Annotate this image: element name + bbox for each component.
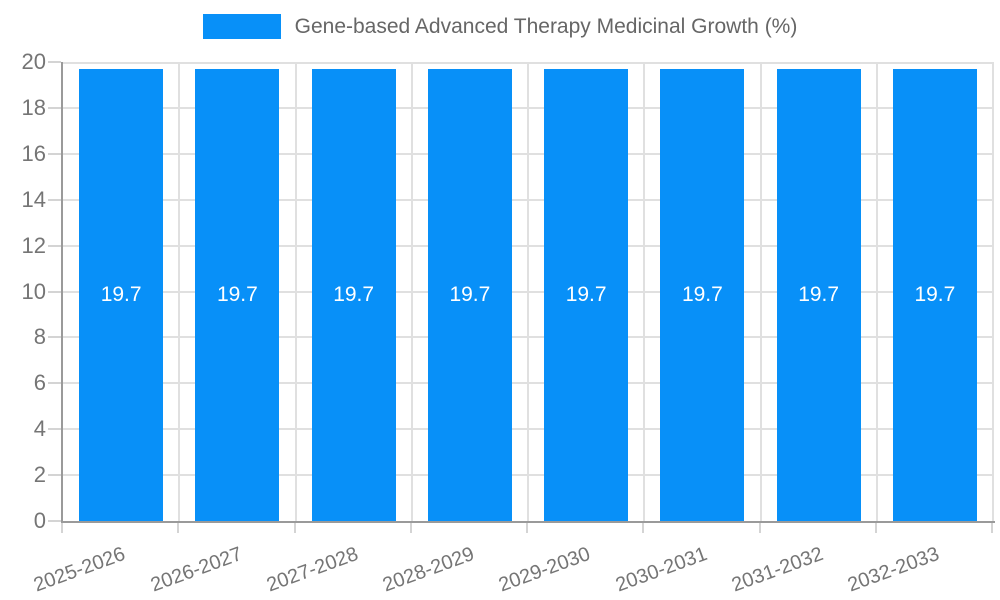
bar-value-label: 19.7 (100, 282, 142, 306)
y-tick-label: 12 (21, 232, 46, 258)
y-tick-label: 20 (21, 49, 46, 74)
gridline-vertical (643, 62, 646, 521)
y-tick-label: 18 (21, 94, 46, 120)
y-tick-mark (48, 61, 61, 63)
bar[interactable]: 19.7 (427, 68, 512, 521)
bar-column: 19.7 (761, 62, 877, 521)
bar-value-label: 19.7 (565, 282, 607, 306)
y-tick-label: 14 (21, 186, 46, 212)
bar[interactable]: 19.7 (544, 68, 629, 521)
gridline-vertical (992, 62, 994, 521)
bar-value-label: 19.7 (681, 282, 723, 306)
x-tick-label: 2026-2027 (147, 543, 245, 597)
x-tick-mark (874, 523, 877, 533)
gridline-vertical (294, 62, 297, 521)
bar[interactable]: 19.7 (892, 68, 977, 521)
gridline-vertical (875, 62, 878, 521)
bar-value-label: 19.7 (216, 282, 258, 306)
y-axis-line (61, 62, 63, 531)
x-axis-labels: 2025-2026 2026-2027 2027-2028 2028-2029 2029… (31, 521, 993, 600)
y-tick-mark (48, 336, 61, 339)
y-tick-label: 0 (33, 508, 46, 533)
x-tick-label: 2028-2029 (379, 543, 478, 597)
bar-column: 19.7 (877, 62, 993, 521)
y-tick-mark (48, 198, 61, 201)
y-tick-mark (48, 244, 61, 247)
bar-column: 19.7 (179, 62, 295, 521)
x-tick-label: 2030-2031 (612, 543, 710, 597)
bar[interactable]: 19.7 (776, 68, 861, 521)
x-axis-line (61, 521, 995, 523)
y-tick-label: 4 (33, 416, 46, 442)
x-tick-label: 2031-2032 (728, 543, 827, 597)
x-tick-mark (642, 523, 645, 533)
y-tick-mark (48, 474, 61, 477)
gridline-vertical (178, 62, 181, 521)
legend[interactable]: Gene-based Advanced Therapy Medicinal Gr… (0, 14, 1000, 39)
gridline-vertical (527, 62, 529, 521)
x-tick-mark (409, 523, 412, 533)
x-tick-mark (526, 523, 528, 533)
y-tick-label: 10 (21, 278, 46, 304)
x-tick-mark (61, 523, 63, 533)
y-tick-label: 2 (33, 462, 46, 488)
x-tick-mark (991, 523, 993, 533)
y-tick-label: 8 (33, 324, 46, 350)
bar-column: 19.7 (528, 62, 644, 521)
x-tick-label: 2029-2030 (496, 543, 594, 597)
y-axis-labels: 0 2 4 6 8 10 12 14 16 18 20 (0, 50, 48, 533)
bar-value-label: 19.7 (449, 282, 491, 306)
y-tick-label: 16 (21, 140, 46, 166)
bar-column: 19.7 (412, 62, 528, 521)
y-tick-mark (48, 290, 61, 293)
bar-column: 19.7 (296, 62, 412, 521)
gridline-vertical (410, 62, 413, 521)
bar[interactable]: 19.7 (195, 68, 280, 521)
bar[interactable]: 19.7 (660, 68, 745, 521)
bar-value-label: 19.7 (333, 282, 375, 306)
x-tick-label: 2032-2033 (844, 543, 943, 597)
bar[interactable]: 19.7 (79, 68, 164, 521)
plot-area: 19.7 19.7 19.7 19.7 19.7 19.7 19.7 19.7 (63, 62, 994, 521)
x-tick-mark (177, 523, 180, 533)
y-tick-mark (48, 428, 61, 431)
legend-label: Gene-based Advanced Therapy Medicinal Gr… (294, 15, 798, 38)
bar-value-label: 19.7 (798, 282, 840, 306)
y-tick-mark (48, 152, 61, 155)
y-tick-label: 6 (33, 370, 46, 396)
bar-column: 19.7 (644, 62, 760, 521)
y-tick-mark (48, 520, 61, 522)
legend-swatch-icon (202, 14, 281, 39)
x-tick-label: 2027-2028 (263, 543, 362, 597)
y-tick-mark (48, 106, 61, 109)
bar-value-label: 19.7 (914, 282, 956, 306)
bar-column: 19.7 (63, 62, 179, 521)
bar[interactable]: 19.7 (311, 68, 396, 521)
x-tick-mark (758, 523, 761, 533)
x-tick-mark (293, 523, 296, 533)
x-tick-label: 2025-2026 (31, 543, 129, 597)
y-tick-mark (48, 382, 61, 385)
gridline-vertical (759, 62, 762, 521)
